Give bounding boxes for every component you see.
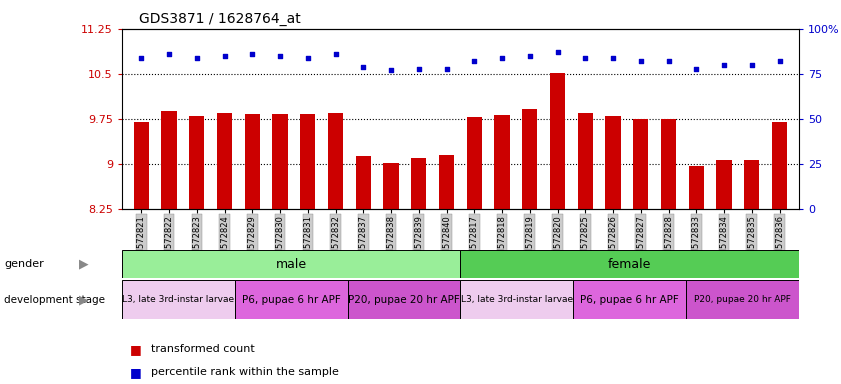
Text: L3, late 3rd-instar larvae: L3, late 3rd-instar larvae xyxy=(461,295,573,304)
Text: transformed count: transformed count xyxy=(151,344,255,354)
Text: L3, late 3rd-instar larvae: L3, late 3rd-instar larvae xyxy=(122,295,235,304)
Bar xyxy=(578,113,593,209)
Point xyxy=(495,55,509,61)
Point xyxy=(523,53,537,59)
Bar xyxy=(356,156,371,209)
Bar xyxy=(217,113,232,209)
Bar xyxy=(134,122,149,209)
Bar xyxy=(235,280,347,319)
Text: ■: ■ xyxy=(130,366,142,379)
Text: female: female xyxy=(608,258,652,270)
Bar xyxy=(522,109,537,209)
Point xyxy=(606,55,620,61)
Bar xyxy=(411,158,426,209)
Text: gender: gender xyxy=(4,259,44,269)
Bar xyxy=(189,116,204,209)
Bar xyxy=(347,280,461,319)
Point xyxy=(690,65,703,71)
Text: ▶: ▶ xyxy=(79,293,88,306)
Bar xyxy=(383,163,399,209)
Text: percentile rank within the sample: percentile rank within the sample xyxy=(151,367,339,377)
Bar xyxy=(272,114,288,209)
Text: male: male xyxy=(276,258,307,270)
Bar xyxy=(122,250,461,278)
Bar xyxy=(717,160,732,209)
Bar xyxy=(606,116,621,209)
Bar xyxy=(772,122,787,209)
Point xyxy=(246,51,259,57)
Point xyxy=(412,65,426,71)
Bar xyxy=(689,166,704,209)
Point xyxy=(662,58,675,65)
Bar xyxy=(633,119,648,209)
Point xyxy=(162,51,176,57)
Text: P20, pupae 20 hr APF: P20, pupae 20 hr APF xyxy=(694,295,791,304)
Point xyxy=(135,55,148,61)
Point xyxy=(218,53,231,59)
Point xyxy=(773,58,786,65)
Bar xyxy=(574,280,686,319)
Point xyxy=(384,67,398,73)
Point xyxy=(468,58,481,65)
Bar xyxy=(161,111,177,209)
Text: ▶: ▶ xyxy=(79,258,88,270)
Text: P6, pupae 6 hr APF: P6, pupae 6 hr APF xyxy=(580,295,679,305)
Point xyxy=(551,49,564,55)
Bar xyxy=(686,280,799,319)
Bar xyxy=(122,280,235,319)
Point xyxy=(273,53,287,59)
Bar xyxy=(439,155,454,209)
Bar xyxy=(461,280,574,319)
Text: P20, pupae 20 hr APF: P20, pupae 20 hr APF xyxy=(348,295,460,305)
Bar xyxy=(461,250,799,278)
Bar xyxy=(661,119,676,209)
Text: GDS3871 / 1628764_at: GDS3871 / 1628764_at xyxy=(139,12,300,25)
Point xyxy=(357,64,370,70)
Point xyxy=(717,62,731,68)
Point xyxy=(440,65,453,71)
Bar xyxy=(467,117,482,209)
Bar xyxy=(300,114,315,209)
Point xyxy=(190,55,204,61)
Bar xyxy=(550,73,565,209)
Point xyxy=(329,51,342,57)
Text: development stage: development stage xyxy=(4,295,105,305)
Text: ■: ■ xyxy=(130,343,142,356)
Bar xyxy=(328,113,343,209)
Point xyxy=(579,55,592,61)
Bar xyxy=(245,114,260,209)
Point xyxy=(634,58,648,65)
Text: P6, pupae 6 hr APF: P6, pupae 6 hr APF xyxy=(242,295,341,305)
Bar xyxy=(744,160,759,209)
Point xyxy=(745,62,759,68)
Bar xyxy=(495,115,510,209)
Point xyxy=(301,55,315,61)
